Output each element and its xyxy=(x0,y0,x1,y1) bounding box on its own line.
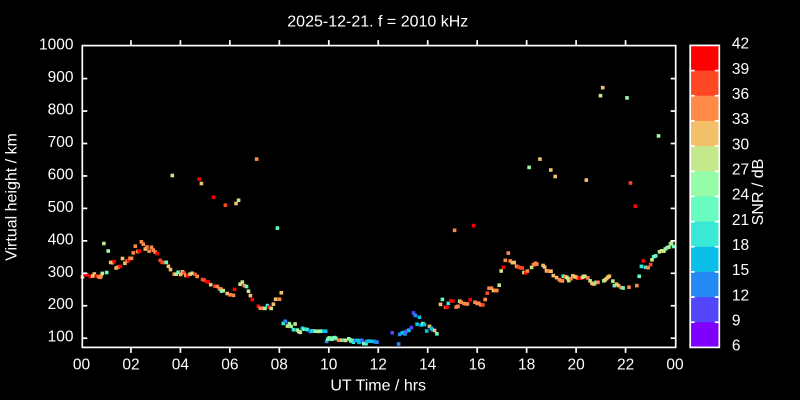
svg-text:18: 18 xyxy=(732,237,749,254)
svg-text:39: 39 xyxy=(732,61,749,78)
svg-text:04: 04 xyxy=(172,357,190,374)
svg-text:08: 08 xyxy=(271,357,288,374)
svg-text:16: 16 xyxy=(469,357,486,374)
svg-text:15: 15 xyxy=(732,262,749,279)
svg-text:12: 12 xyxy=(732,287,749,304)
svg-text:22: 22 xyxy=(617,357,634,374)
svg-text:00: 00 xyxy=(666,357,684,374)
svg-text:24: 24 xyxy=(732,187,750,204)
svg-text:300: 300 xyxy=(48,264,74,281)
svg-text:21: 21 xyxy=(732,212,749,229)
svg-text:00: 00 xyxy=(73,357,91,374)
svg-text:9: 9 xyxy=(732,313,741,330)
svg-text:33: 33 xyxy=(732,111,749,128)
svg-text:600: 600 xyxy=(48,166,74,183)
svg-text:1000: 1000 xyxy=(39,37,74,54)
svg-text:06: 06 xyxy=(221,357,238,374)
svg-text:30: 30 xyxy=(732,136,750,153)
svg-text:900: 900 xyxy=(48,69,74,86)
svg-text:200: 200 xyxy=(48,296,74,313)
svg-text:12: 12 xyxy=(370,357,387,374)
svg-text:800: 800 xyxy=(48,102,74,119)
svg-text:500: 500 xyxy=(48,199,74,216)
svg-text:Virtual height / km: Virtual height / km xyxy=(4,133,21,261)
svg-text:10: 10 xyxy=(320,357,338,374)
svg-text:27: 27 xyxy=(732,162,749,179)
svg-text:6: 6 xyxy=(732,338,741,355)
svg-text:02: 02 xyxy=(122,357,139,374)
svg-text:700: 700 xyxy=(48,134,74,151)
svg-text:2025-12-21. f = 2010 kHz: 2025-12-21. f = 2010 kHz xyxy=(287,13,468,30)
svg-text:SNR / dB: SNR / dB xyxy=(750,159,767,226)
svg-text:UT Time / hrs: UT Time / hrs xyxy=(330,377,426,394)
svg-text:36: 36 xyxy=(732,86,749,103)
svg-text:18: 18 xyxy=(518,357,535,374)
svg-text:14: 14 xyxy=(419,357,437,374)
svg-text:42: 42 xyxy=(732,36,749,53)
svg-text:100: 100 xyxy=(48,329,74,346)
svg-text:20: 20 xyxy=(567,357,585,374)
svg-text:400: 400 xyxy=(48,231,74,248)
